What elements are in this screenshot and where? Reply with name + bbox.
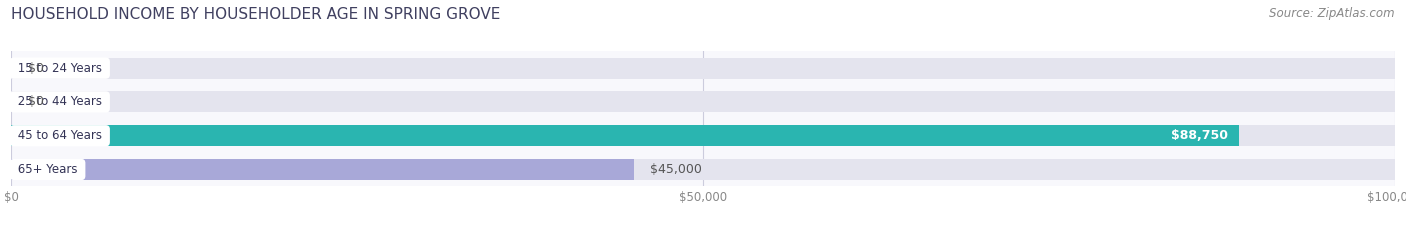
Text: $0: $0 bbox=[28, 96, 44, 108]
Bar bbox=[11, 159, 634, 180]
Bar bbox=[11, 159, 1395, 180]
Bar bbox=[11, 58, 1395, 79]
Text: HOUSEHOLD INCOME BY HOUSEHOLDER AGE IN SPRING GROVE: HOUSEHOLD INCOME BY HOUSEHOLDER AGE IN S… bbox=[11, 7, 501, 22]
Text: 15 to 24 Years: 15 to 24 Years bbox=[14, 62, 105, 75]
Text: $88,750: $88,750 bbox=[1171, 129, 1227, 142]
Text: $45,000: $45,000 bbox=[651, 163, 703, 176]
Text: $0: $0 bbox=[28, 62, 44, 75]
Bar bbox=[11, 125, 1239, 146]
Text: 25 to 44 Years: 25 to 44 Years bbox=[14, 96, 105, 108]
Text: Source: ZipAtlas.com: Source: ZipAtlas.com bbox=[1270, 7, 1395, 20]
Bar bbox=[11, 92, 1395, 112]
Bar bbox=[11, 125, 1395, 146]
Text: 45 to 64 Years: 45 to 64 Years bbox=[14, 129, 105, 142]
Text: 65+ Years: 65+ Years bbox=[14, 163, 82, 176]
